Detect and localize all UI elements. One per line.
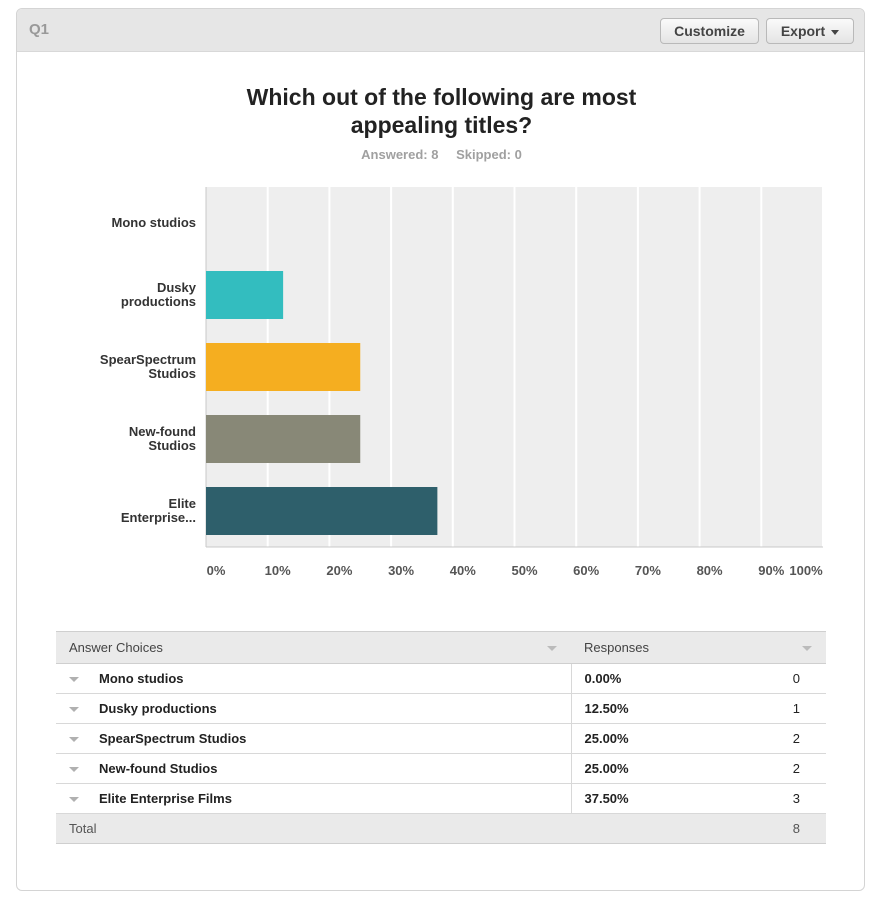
export-button[interactable]: Export: [766, 18, 854, 44]
category-label: Studios: [148, 366, 196, 381]
total-spacer: [571, 813, 733, 844]
answered-count: Answered: 8: [361, 147, 439, 162]
expand-row-icon[interactable]: [69, 737, 79, 743]
question-card: Q1 Customize Export Which out of the fol…: [16, 8, 865, 891]
x-tick-label: 20%: [326, 563, 352, 578]
response-count: 0: [732, 663, 826, 694]
total-row: Total 8: [56, 813, 826, 844]
expand-row-icon[interactable]: [69, 707, 79, 713]
category-label: Dusky: [157, 280, 197, 295]
question-title: Which out of the following are most appe…: [17, 83, 864, 139]
answer-choice-label: Mono studios: [99, 671, 184, 686]
response-percent: 25.00%: [571, 753, 733, 784]
response-count: 2: [732, 753, 826, 784]
table-row: Elite Enterprise Films 37.50% 3: [56, 783, 826, 814]
export-label: Export: [780, 23, 826, 39]
table-row: Mono studios 0.00% 0: [56, 663, 826, 694]
response-count: 3: [732, 783, 826, 814]
answer-choice: Elite Enterprise Films: [56, 783, 572, 814]
category-label: New-found: [129, 424, 196, 439]
answer-choice-label: New-found Studios: [99, 761, 218, 776]
table-row: New-found Studios 25.00% 2: [56, 753, 826, 784]
x-tick-label: 100%: [789, 563, 823, 578]
response-count: 1: [732, 693, 826, 724]
column-header-responses-label: Responses: [584, 640, 650, 655]
answer-choice-label: Dusky productions: [99, 701, 217, 716]
table-header-row: Answer Choices Responses: [56, 631, 826, 664]
question-title-line-2: appealing titles?: [350, 112, 533, 138]
column-header-choices[interactable]: Answer Choices: [56, 631, 571, 664]
responses-table: Answer Choices Responses Mono studios 0.0…: [56, 631, 826, 844]
sort-icon[interactable]: [802, 646, 812, 651]
table-row: Dusky productions 12.50% 1: [56, 693, 826, 724]
bar: [206, 271, 284, 319]
expand-row-icon[interactable]: [69, 677, 79, 683]
x-tick-label: 70%: [635, 563, 661, 578]
customize-button[interactable]: Customize: [660, 18, 759, 44]
answer-choice: SpearSpectrum Studios: [56, 723, 572, 754]
answer-choice-label: SpearSpectrum Studios: [99, 731, 247, 746]
answer-choice: New-found Studios: [56, 753, 572, 784]
card-header: Q1 Customize Export: [17, 9, 864, 52]
question-number: Q1: [29, 21, 50, 38]
x-tick-label: 0%: [207, 563, 226, 578]
category-label: Studios: [148, 438, 196, 453]
x-tick-label: 90%: [758, 563, 784, 578]
question-title-line-1: Which out of the following are most: [246, 84, 637, 110]
x-tick-label: 30%: [388, 563, 414, 578]
expand-row-icon[interactable]: [69, 797, 79, 803]
response-stats: Answered: 8 Skipped: 0: [17, 147, 864, 162]
response-percent: 0.00%: [571, 663, 733, 694]
bar-chart: 0% 10% 20% 30% 40% 50% 60% 70% 80% 90% 100% Mono st…: [100, 187, 824, 578]
bar: [206, 415, 361, 463]
table-row: SpearSpectrum Studios 25.00% 2: [56, 723, 826, 754]
response-percent: 12.50%: [571, 693, 733, 724]
sort-icon[interactable]: [547, 646, 557, 651]
answer-choice-label: Elite Enterprise Films: [99, 791, 232, 806]
x-tick-label: 40%: [450, 563, 476, 578]
category-label: Elite: [169, 496, 196, 511]
response-count: 2: [732, 723, 826, 754]
skipped-count: Skipped: 0: [456, 147, 522, 162]
chevron-down-icon: [831, 29, 840, 35]
answer-choice: Dusky productions: [56, 693, 572, 724]
column-header-responses[interactable]: Responses: [571, 631, 826, 664]
x-tick-label: 80%: [697, 563, 723, 578]
bar: [206, 343, 361, 391]
answer-choice: Mono studios: [56, 663, 572, 694]
x-tick-label: 60%: [573, 563, 599, 578]
bar: [206, 487, 438, 535]
column-header-choices-label: Answer Choices: [69, 640, 163, 655]
expand-row-icon[interactable]: [69, 767, 79, 773]
category-label: SpearSpectrum: [100, 352, 196, 367]
total-label: Total: [56, 813, 571, 844]
category-label: Enterprise...: [121, 510, 196, 525]
response-percent: 37.50%: [571, 783, 733, 814]
category-label: Mono studios: [112, 215, 197, 230]
category-label: productions: [121, 294, 196, 309]
x-tick-label: 50%: [511, 563, 537, 578]
response-percent: 25.00%: [571, 723, 733, 754]
total-value: 8: [732, 813, 826, 844]
x-tick-label: 10%: [265, 563, 291, 578]
